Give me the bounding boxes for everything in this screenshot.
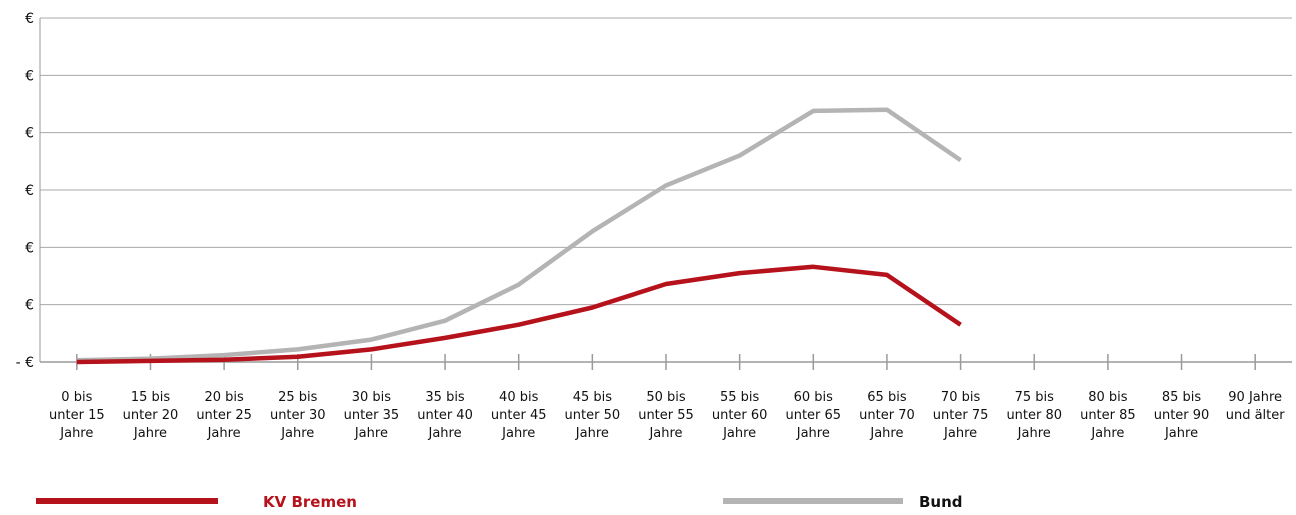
y-tick-label: €	[25, 11, 34, 27]
y-tick-label: €	[25, 240, 34, 256]
series-lines	[76, 107, 962, 365]
grid-lines	[40, 17, 1292, 363]
x-tick-label: 35 bis unter 40 Jahre	[417, 390, 473, 441]
x-tick-label: 0 bis unter 15 Jahre	[49, 390, 105, 441]
x-tick-label: 60 bis unter 65 Jahre	[785, 390, 841, 441]
x-tick-label: 80 bis unter 85 Jahre	[1080, 390, 1136, 441]
x-tick-label: 90 Jahre und älter	[1226, 390, 1286, 423]
x-tick-label: 50 bis unter 55 Jahre	[638, 390, 694, 441]
y-tick-label: €	[25, 298, 34, 314]
y-tick-label: €	[25, 68, 34, 84]
x-tick-label: 15 bis unter 20 Jahre	[123, 390, 179, 441]
series-line-kv-bremen	[76, 264, 962, 365]
x-tick-label: 85 bis unter 90 Jahre	[1154, 390, 1210, 441]
x-tick-label: 55 bis unter 60 Jahre	[712, 390, 768, 441]
x-tick-label: 70 bis unter 75 Jahre	[933, 390, 989, 441]
x-tick-label: 30 bis unter 35 Jahre	[344, 390, 400, 441]
y-tick-label: €	[25, 183, 34, 199]
legend-label-bund: Bund	[919, 493, 963, 511]
x-tick-label: 65 bis unter 70 Jahre	[859, 390, 915, 441]
series-line-bund	[76, 107, 962, 363]
x-tick-label: 40 bis unter 45 Jahre	[491, 390, 547, 441]
legend: KV Bremen Bund	[36, 493, 963, 511]
x-tick-label: 25 bis unter 30 Jahre	[270, 390, 326, 441]
y-tick-label: - €	[16, 355, 34, 371]
y-axis: - € € € € € € €	[16, 11, 41, 371]
y-tick-label: €	[25, 126, 34, 142]
x-axis: 0 bis unter 15 Jahre 15 bis unter 20 Jahre 20 …	[49, 354, 1285, 441]
x-tick-label: 45 bis unter 50 Jahre	[565, 390, 621, 441]
x-tick-label: 75 bis unter 80 Jahre	[1006, 390, 1062, 441]
x-tick-label: 20 bis unter 25 Jahre	[196, 390, 252, 441]
legend-label-kv-bremen: KV Bremen	[263, 493, 357, 511]
